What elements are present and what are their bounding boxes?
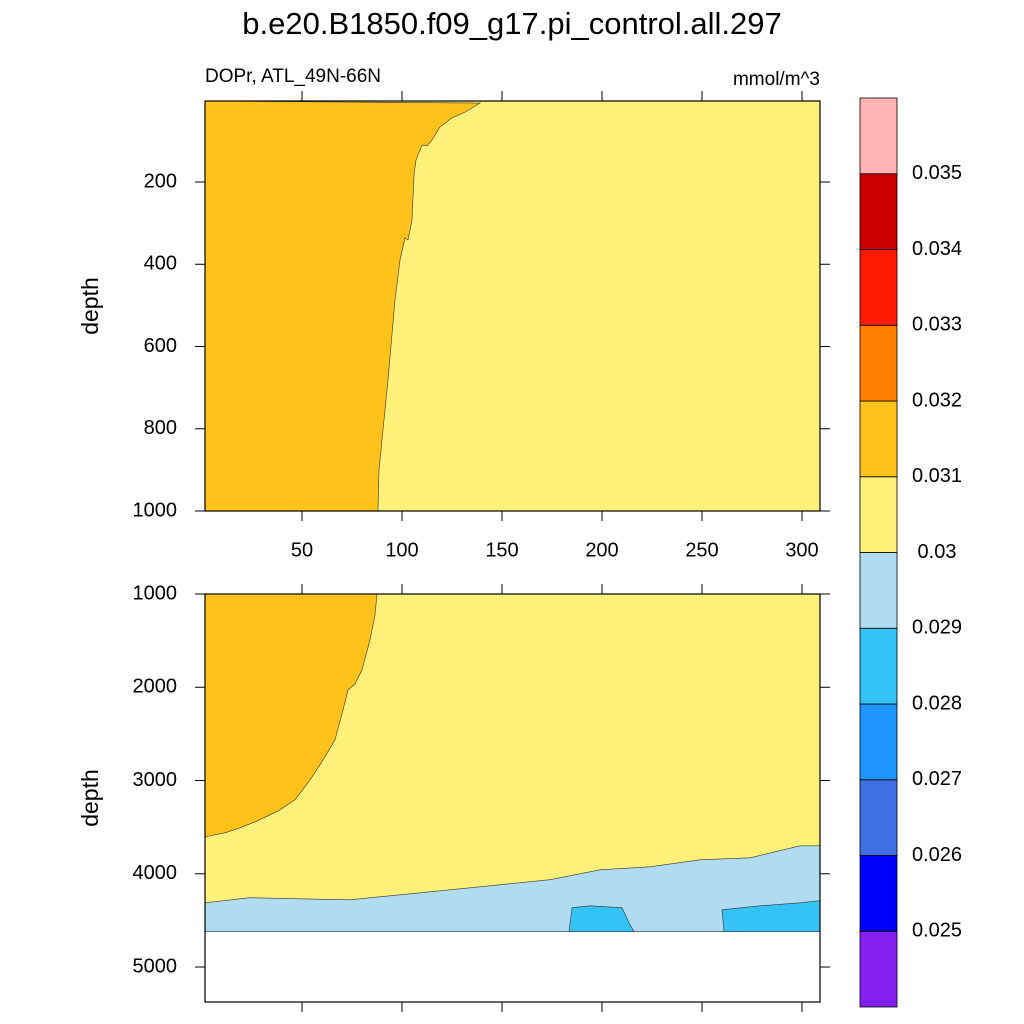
y-tick-label: 3000 (133, 769, 178, 791)
y-tick-label: 600 (144, 335, 177, 357)
plot-frame (204, 100, 821, 512)
chart-title: b.e20.B1850.f09_g17.pi_control.all.297 (242, 6, 782, 41)
plot-frame (204, 593, 821, 1003)
contour-region (568, 905, 635, 932)
y-tick-label: 2000 (133, 676, 178, 698)
y-axis-label: depth (77, 769, 103, 827)
colorbar-label: 0.026 (912, 844, 962, 866)
colorbar-label: 0.025 (912, 920, 962, 942)
colorbar-label: 0.029 (912, 617, 962, 639)
colorbar-box (859, 552, 898, 629)
y-axis-label: depth (77, 277, 103, 335)
colorbar-box (859, 97, 898, 175)
x-tick-label: 300 (785, 539, 818, 561)
colorbar-label: 0.03 (918, 541, 957, 563)
y-tick-label: 1000 (133, 499, 178, 521)
colorbar-box (859, 855, 898, 932)
y-tick-label: 800 (144, 417, 177, 439)
y-tick-label: 400 (144, 253, 177, 275)
colorbar-label: 0.034 (912, 238, 962, 260)
colorbar-box (859, 173, 898, 250)
x-tick-label: 250 (685, 539, 718, 561)
contour-region (204, 593, 378, 838)
colorbar-label: 0.031 (912, 465, 962, 487)
colorbar-label: 0.033 (912, 314, 962, 336)
colorbar-box (859, 324, 898, 402)
contour-region (204, 100, 482, 512)
colorbar-label: 0.028 (912, 692, 962, 714)
x-tick-label: 50 (291, 539, 313, 561)
units: mmol/m^3 (733, 69, 820, 90)
y-tick-label: 200 (144, 170, 177, 192)
subtitle: DOPr, ATL_49N-66N (205, 66, 381, 87)
colorbar-label: 0.035 (912, 162, 962, 184)
colorbar-box (859, 930, 898, 1008)
y-tick-label: 5000 (133, 955, 178, 977)
colorbar-box (859, 779, 898, 856)
colorbar-box (859, 627, 898, 705)
colorbar-box (859, 400, 898, 478)
x-tick-label: 100 (385, 539, 418, 561)
y-tick-label: 1000 (133, 582, 178, 604)
x-tick-label: 200 (585, 539, 618, 561)
x-tick-label: 150 (485, 539, 518, 561)
colorbar-box (859, 476, 898, 553)
colorbar-label: 0.027 (912, 768, 962, 790)
colorbar-box (859, 249, 898, 326)
colorbar-box (859, 703, 898, 781)
y-tick-label: 4000 (133, 862, 178, 884)
colorbar-label: 0.032 (912, 389, 962, 411)
